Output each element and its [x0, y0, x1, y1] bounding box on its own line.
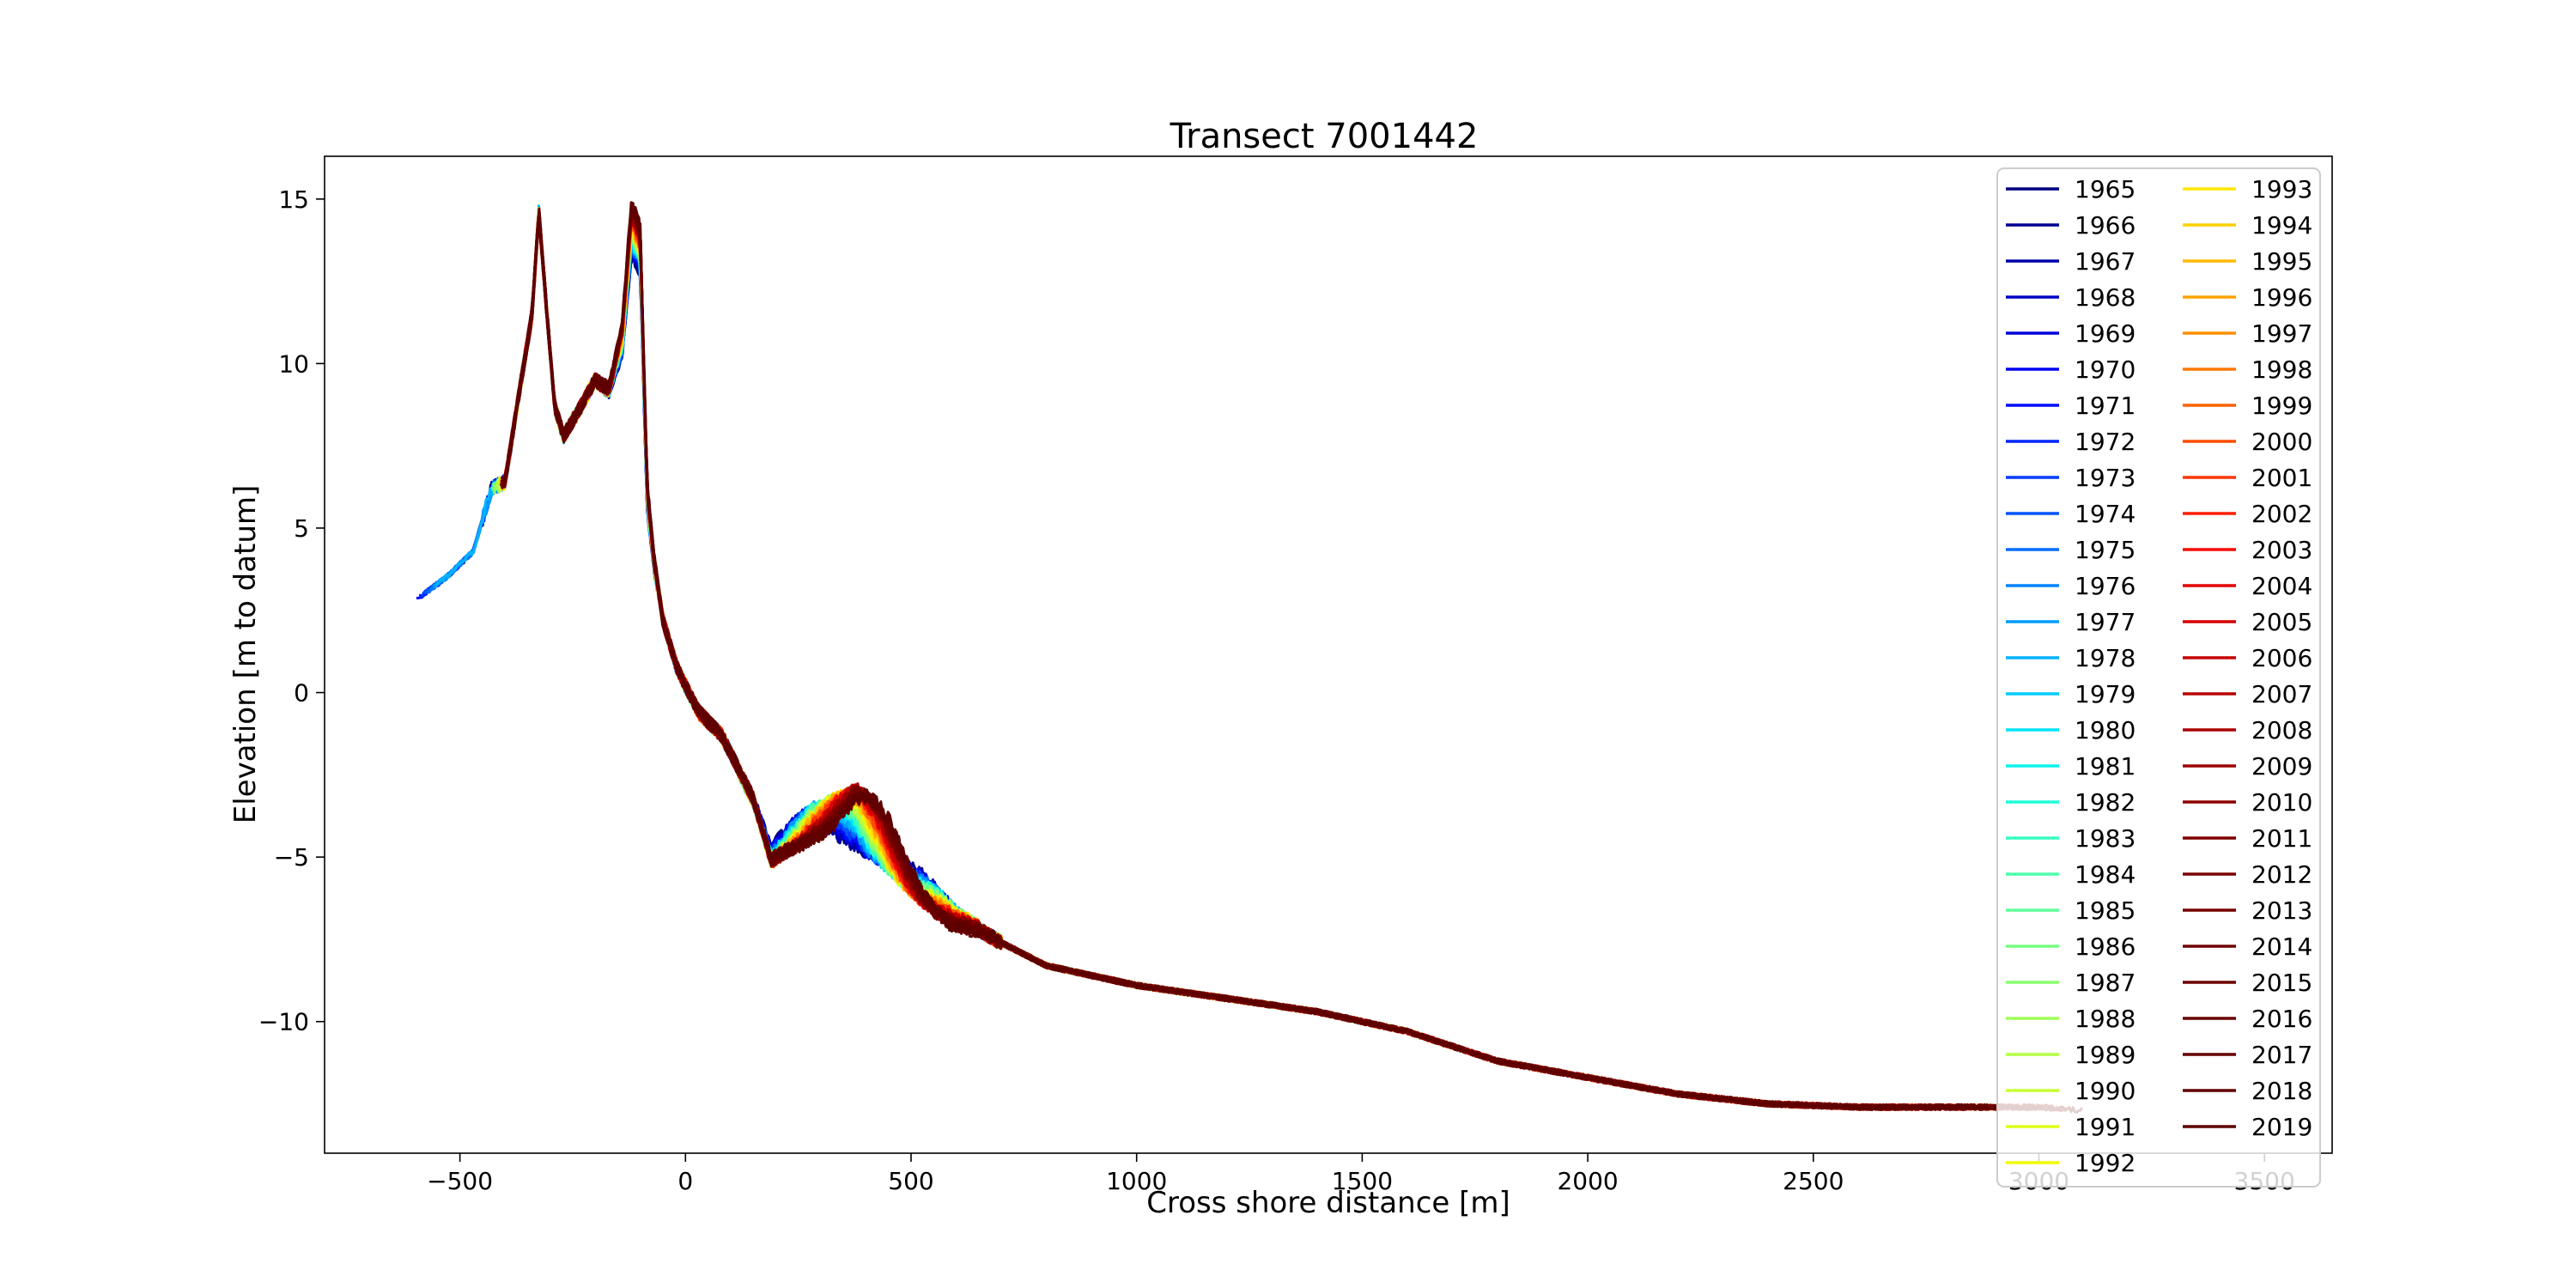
x-tick-label: 1000	[1106, 1167, 1167, 1195]
legend-label: 1990	[2075, 1077, 2136, 1105]
chart-title: Transect 7001442	[1170, 117, 1479, 156]
x-tick-label: 500	[888, 1167, 933, 1195]
legend-label: 1982	[2075, 788, 2136, 817]
x-tick-label: 2500	[1783, 1167, 1844, 1195]
legend-label: 1991	[2075, 1113, 2136, 1141]
legend-label: 1999	[2251, 392, 2312, 420]
y-axis-label: Elevation [m to datum]	[228, 485, 263, 824]
legend-label: 1993	[2251, 175, 2312, 204]
legend-label: 1994	[2251, 211, 2312, 240]
legend-label: 2002	[2251, 500, 2312, 528]
legend-label: 1979	[2075, 680, 2136, 708]
y-tick-label: 15	[278, 185, 309, 214]
legend: 1965 1966 1967 1968 1969 1970 1971 1972 1973 1974…	[1996, 167, 2321, 1188]
profile-curves	[416, 201, 2083, 1115]
plot-frame	[324, 155, 2333, 1154]
legend-label: 2011	[2251, 824, 2312, 853]
x-tick-label: 2000	[1557, 1167, 1618, 1195]
legend-label: 2006	[2251, 644, 2312, 672]
legend-label: 1967	[2075, 247, 2136, 276]
legend-label: 1997	[2251, 319, 2312, 348]
y-tick-label: 5	[294, 514, 309, 543]
legend-label: 1965	[2075, 175, 2136, 204]
legend-label: 1983	[2075, 824, 2136, 853]
legend-label: 1996	[2251, 283, 2312, 312]
legend-label: 1971	[2075, 392, 2136, 420]
legend-label: 2010	[2251, 788, 2312, 817]
legend-label: 2018	[2251, 1077, 2312, 1105]
legend-label: 1969	[2075, 319, 2136, 348]
y-tick-label: 0	[294, 679, 309, 708]
legend-label: 2012	[2251, 860, 2312, 889]
y-axis: 15 10 5 0 −5 −10	[258, 185, 325, 1036]
legend-label: 1998	[2251, 355, 2312, 384]
legend-label: 2001	[2251, 464, 2312, 492]
legend-label: 2016	[2251, 1005, 2312, 1033]
legend-label: 1980	[2075, 716, 2136, 744]
legend-label: 1995	[2251, 247, 2312, 276]
legend-label: 2007	[2251, 680, 2312, 708]
x-tick-label: −500	[427, 1167, 493, 1195]
legend-label: 1977	[2075, 608, 2136, 636]
legend-label: 2017	[2251, 1041, 2312, 1069]
legend-label: 1974	[2075, 500, 2136, 528]
legend-label: 1972	[2075, 428, 2136, 456]
y-tick-label: −5	[274, 843, 309, 872]
y-tick-label: 10	[278, 349, 309, 378]
legend-label: 1985	[2075, 896, 2136, 925]
legend-label: 2008	[2251, 716, 2312, 744]
series-line-2019	[502, 204, 1986, 1111]
legend-label: 1968	[2075, 283, 2136, 312]
legend-label: 2015	[2251, 969, 2312, 997]
x-axis-label: Cross shore distance [m]	[1146, 1186, 1510, 1220]
y-tick-label: −10	[258, 1008, 309, 1036]
legend-label: 1987	[2075, 969, 2136, 997]
legend-label: 2003	[2251, 536, 2312, 564]
legend-label: 1976	[2075, 572, 2136, 600]
x-tick-label: 1500	[1332, 1167, 1393, 1195]
x-tick-label: 0	[677, 1167, 693, 1195]
legend-label: 2009	[2251, 752, 2312, 781]
legend-label: 1989	[2075, 1041, 2136, 1069]
legend-label: 1970	[2075, 355, 2136, 384]
legend-label: 1978	[2075, 644, 2136, 672]
legend-label: 2013	[2251, 896, 2312, 925]
legend-label: 2014	[2251, 933, 2312, 961]
legend-label: 1984	[2075, 860, 2136, 889]
legend-label: 2000	[2251, 428, 2312, 456]
legend-label: 1975	[2075, 536, 2136, 564]
legend-label: 1973	[2075, 464, 2136, 492]
legend-label: 2005	[2251, 608, 2312, 636]
legend-label: 1966	[2075, 211, 2136, 240]
legend-label: 2004	[2251, 572, 2312, 600]
legend-label: 1992	[2075, 1149, 2136, 1177]
legend-label: 1988	[2075, 1005, 2136, 1033]
legend-label: 2019	[2251, 1113, 2312, 1141]
legend-frame	[1996, 167, 2321, 1188]
legend-label: 1986	[2075, 933, 2136, 961]
legend-label: 1981	[2075, 752, 2136, 781]
